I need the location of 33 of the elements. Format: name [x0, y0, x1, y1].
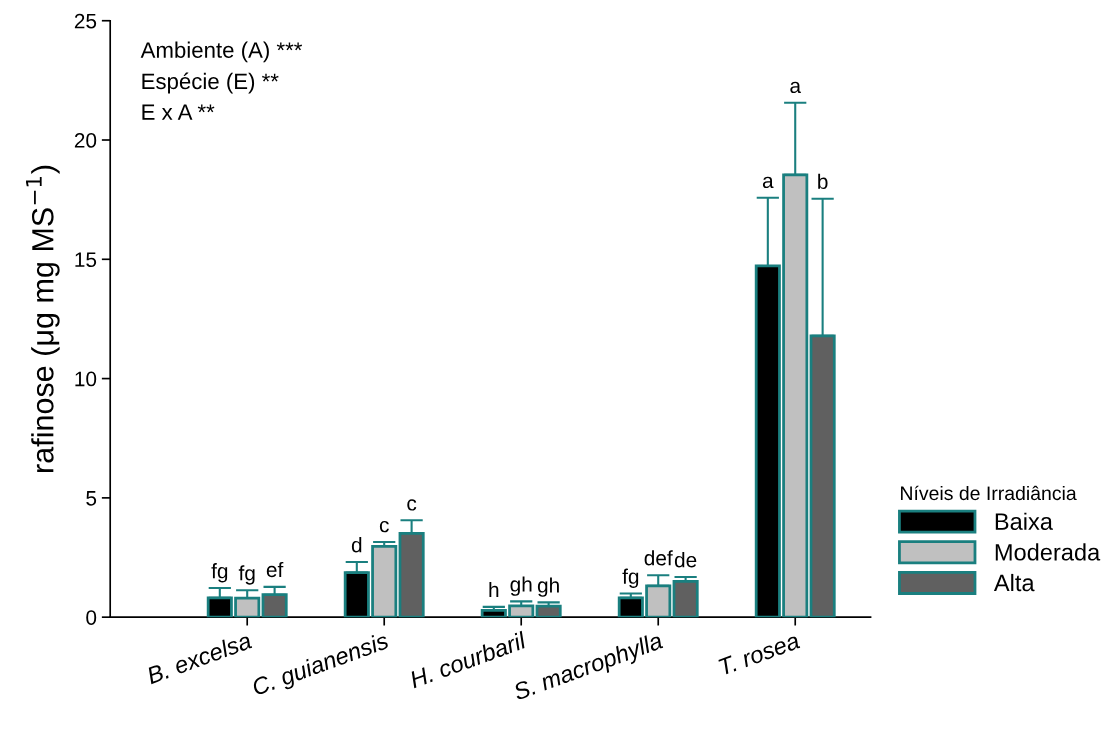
y-tick-label: 15: [75, 252, 97, 268]
annotation: c: [379, 520, 389, 533]
annotation: fg: [238, 565, 255, 585]
annotation: a: [790, 81, 802, 94]
legend-label: Baixa: [995, 512, 1053, 530]
annotation: ef: [266, 561, 284, 578]
annotation: fg: [211, 563, 228, 583]
annotation: gh: [537, 577, 559, 597]
x-tick-label: B. excelsa: [145, 631, 253, 685]
y-tick-label: 20: [74, 133, 97, 148]
bar: [535, 604, 562, 618]
x-tick-label: T. rosea: [718, 632, 801, 676]
annotation: gh: [510, 576, 532, 596]
annotation: c: [407, 499, 417, 511]
legend-label: Alta: [993, 573, 1035, 592]
annotation: fg: [622, 568, 639, 588]
annotation: b: [818, 173, 828, 190]
annotation: a: [762, 176, 774, 189]
annotation: E x A **: [142, 104, 215, 120]
y-tick-label: 25: [74, 13, 97, 29]
y-tick-label: 10: [75, 371, 97, 387]
annotation: Ambiente (A) ***: [140, 41, 303, 63]
y-tick-label: 5: [86, 491, 97, 506]
y-tick-label: 0: [86, 610, 97, 625]
annotation: def: [644, 550, 673, 566]
annotation: Espécie (E) **: [142, 72, 279, 94]
annotation: h: [489, 581, 499, 598]
legend-label: Moderada: [995, 543, 1101, 561]
legend-title: Níveis de Irradiância: [901, 485, 1077, 501]
annotation: d: [351, 537, 362, 553]
annotation: de: [674, 552, 697, 568]
y-axis-title: rafinose (μg mg MS$^{−1}$): [26, 165, 60, 472]
bar: [672, 579, 699, 618]
